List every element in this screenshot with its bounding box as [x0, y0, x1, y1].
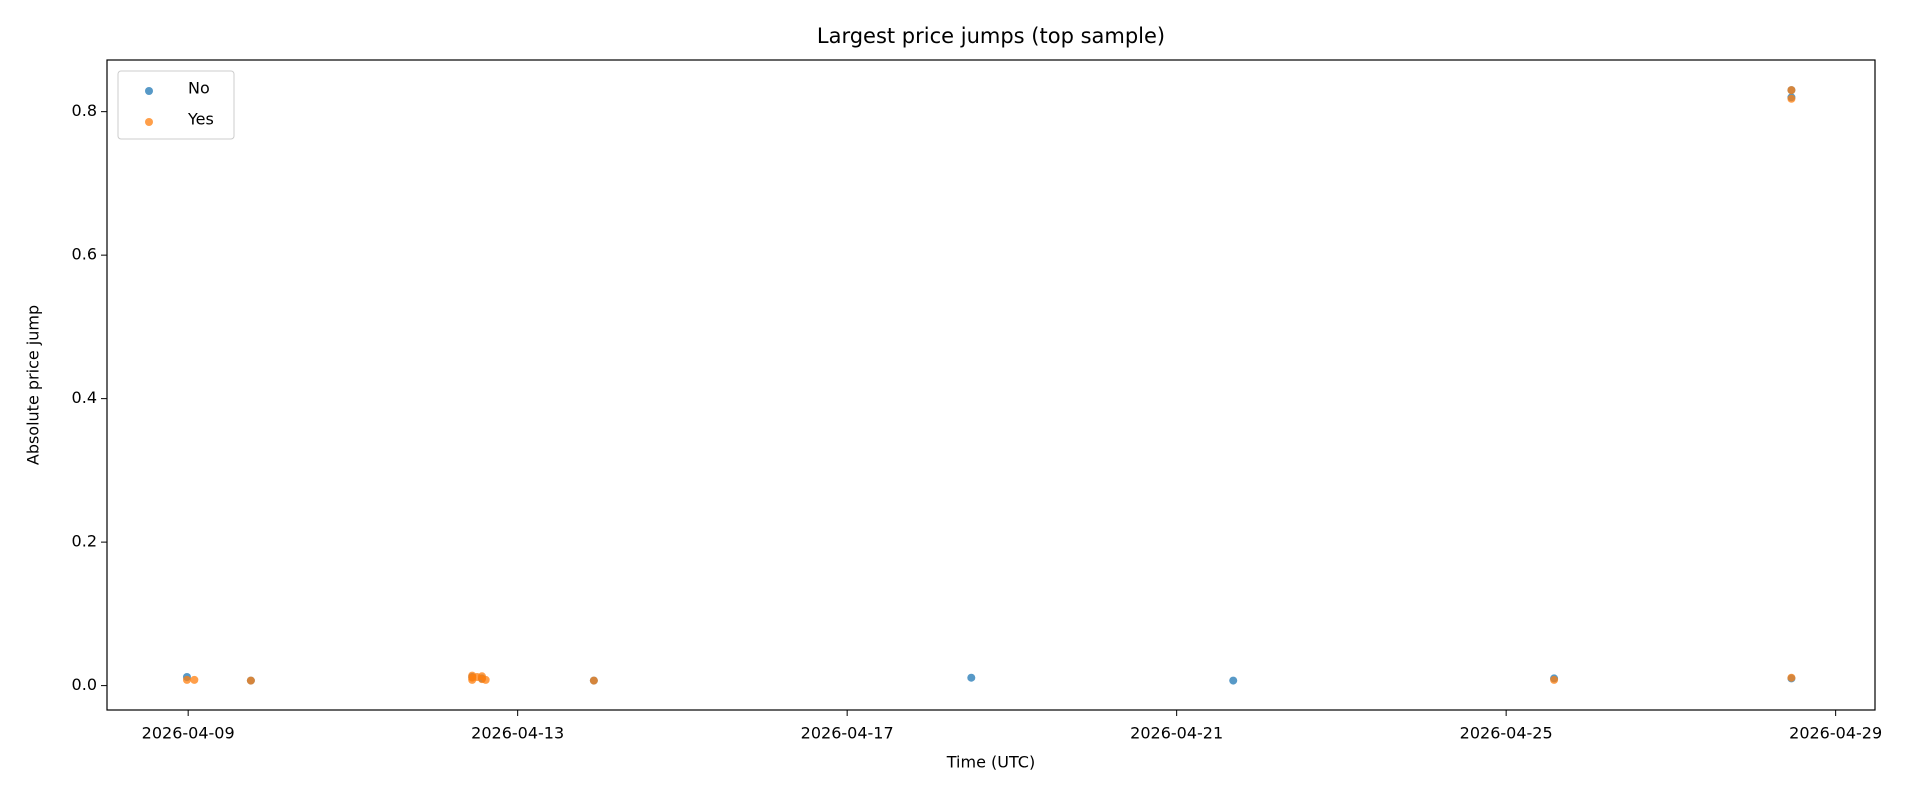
- legend-label: No: [188, 79, 210, 98]
- point: [1787, 94, 1796, 103]
- point: [1787, 86, 1796, 95]
- x-tick-label: 2026-04-29: [1789, 724, 1882, 743]
- y-tick-label: 0.2: [72, 532, 97, 551]
- chart-title: Largest price jumps (top sample): [817, 24, 1165, 48]
- y-tick-label: 0.6: [72, 245, 97, 264]
- point: [481, 675, 490, 684]
- y-tick-label: 0.8: [72, 101, 97, 120]
- x-tick-label: 2026-04-09: [142, 724, 235, 743]
- point: [246, 676, 255, 685]
- legend-box: [117, 70, 235, 140]
- x-tick-label: 2026-04-13: [471, 724, 564, 743]
- legend-marker: [145, 87, 153, 95]
- x-tick-label: 2026-04-25: [1460, 724, 1553, 743]
- legend-marker: [145, 118, 153, 126]
- y-tick-label: 0.4: [72, 388, 97, 407]
- x-tick-label: 2026-04-21: [1130, 724, 1223, 743]
- point: [182, 675, 191, 684]
- point: [190, 675, 199, 684]
- point: [1550, 675, 1559, 684]
- legend-label: Yes: [187, 110, 214, 129]
- plot-frame: [106, 59, 1876, 711]
- point: [967, 673, 976, 682]
- y-tick-label: 0.0: [72, 675, 97, 694]
- x-tick-label: 2026-04-17: [801, 724, 894, 743]
- point: [589, 676, 598, 685]
- y-axis-label: Absolute price jump: [24, 305, 43, 465]
- point: [1229, 676, 1238, 685]
- x-axis-label: Time (UTC): [946, 753, 1035, 772]
- point: [1787, 673, 1796, 682]
